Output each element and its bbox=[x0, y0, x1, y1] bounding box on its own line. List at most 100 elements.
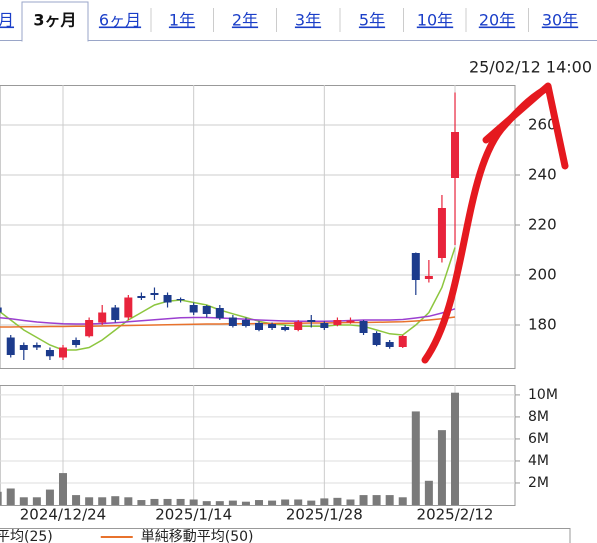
volume-bar bbox=[255, 500, 264, 505]
volume-bar bbox=[0, 491, 2, 505]
candle-body bbox=[111, 307, 120, 320]
volume-bar bbox=[281, 499, 290, 505]
tab[interactable]: 3ヶ月 bbox=[33, 11, 76, 30]
moving-average-line bbox=[0, 247, 456, 351]
candle-body bbox=[346, 320, 355, 323]
candle-body bbox=[45, 350, 54, 357]
selected-tab-box bbox=[21, 1, 89, 42]
candle-body bbox=[202, 306, 211, 314]
volume-bar bbox=[98, 497, 107, 505]
candle-body bbox=[85, 320, 94, 337]
candle-body bbox=[437, 208, 446, 258]
legend-label: 単純移動平均(50) bbox=[141, 529, 254, 543]
candle-body bbox=[32, 345, 41, 348]
y-tick-label: 2M bbox=[528, 475, 549, 491]
volume-bar bbox=[72, 495, 81, 505]
candle-body bbox=[294, 322, 303, 330]
candle-body bbox=[255, 323, 264, 330]
candle-body bbox=[150, 293, 159, 295]
tab[interactable]: 5年 bbox=[359, 11, 385, 30]
volume-bar bbox=[241, 501, 250, 505]
x-tick-label: 2024/12/24 bbox=[20, 506, 106, 524]
y-tick-label: 220 bbox=[528, 216, 557, 234]
volume-bar bbox=[150, 498, 159, 505]
volume-bar bbox=[307, 500, 316, 505]
candle-body bbox=[163, 295, 172, 303]
volume-bar bbox=[320, 498, 329, 505]
candle-body bbox=[268, 324, 277, 328]
candle-body bbox=[281, 327, 290, 330]
legend-label: 平均(25) bbox=[0, 529, 53, 543]
candle-body bbox=[98, 312, 107, 323]
timestamp: 25/02/12 14:00 bbox=[469, 58, 592, 77]
y-tick-label: 260 bbox=[528, 116, 557, 134]
candle-body bbox=[372, 333, 381, 345]
candle-body bbox=[0, 307, 2, 313]
volume-bar bbox=[372, 495, 381, 505]
candle-body bbox=[307, 320, 316, 322]
candle-body bbox=[320, 323, 329, 328]
volume-bar bbox=[294, 499, 303, 505]
arrow-head bbox=[482, 82, 569, 170]
candle-body bbox=[124, 297, 133, 318]
candle-body bbox=[72, 340, 81, 345]
volume-bar bbox=[215, 501, 224, 505]
volume-bar bbox=[124, 497, 133, 505]
tab[interactable]: 2年 bbox=[232, 11, 258, 30]
tab[interactable]: 10年 bbox=[417, 11, 453, 30]
volume-bar bbox=[268, 500, 277, 505]
volume-bar bbox=[111, 496, 120, 505]
volume-bar bbox=[437, 430, 446, 505]
volume-bar bbox=[32, 497, 41, 505]
volume-bar bbox=[398, 497, 407, 505]
tab[interactable]: 1年 bbox=[169, 11, 195, 30]
tab[interactable]: 6ヶ月 bbox=[99, 11, 141, 30]
candle-body bbox=[58, 347, 67, 358]
y-tick-label: 8M bbox=[528, 409, 549, 425]
tab[interactable]: 30年 bbox=[542, 11, 578, 30]
moving-average-line bbox=[0, 316, 456, 328]
volume-bar bbox=[411, 411, 420, 505]
volume-bar bbox=[333, 497, 342, 505]
x-tick-label: 2025/1/28 bbox=[286, 506, 363, 524]
candle-body bbox=[19, 345, 28, 350]
candle-body bbox=[137, 296, 146, 298]
volume-bar bbox=[163, 498, 172, 505]
x-tick-label: 2025/1/14 bbox=[155, 506, 232, 524]
y-tick-label: 180 bbox=[528, 316, 557, 334]
tab[interactable]: 20年 bbox=[479, 11, 515, 30]
candle-body bbox=[215, 308, 224, 318]
legend-box bbox=[0, 528, 571, 543]
volume-bar bbox=[85, 497, 94, 505]
tab[interactable]: 月 bbox=[0, 11, 14, 30]
volume-bar bbox=[45, 489, 54, 505]
volume-bar bbox=[6, 488, 15, 505]
price-frame bbox=[0, 85, 516, 369]
volume-bar bbox=[189, 499, 198, 505]
volume-bar bbox=[346, 499, 355, 505]
candle-body bbox=[451, 132, 460, 178]
red-annotation-arrow bbox=[421, 82, 569, 364]
tab[interactable]: 3年 bbox=[295, 11, 321, 30]
y-tick-label: 240 bbox=[528, 166, 557, 184]
y-tick-label: 6M bbox=[528, 431, 549, 447]
volume-bar bbox=[424, 480, 433, 505]
candle-body bbox=[424, 276, 433, 279]
volume-bar bbox=[19, 497, 28, 505]
volume-bar bbox=[228, 500, 237, 505]
candle-body bbox=[411, 253, 420, 280]
moving-average-line bbox=[0, 308, 456, 325]
volume-frame bbox=[0, 385, 516, 506]
chart-layer: 月 3ヶ月 6ヶ月 1年 2年 3年 5年 10年 20年 30年 180 200 220 240 260 2… bbox=[0, 1, 578, 543]
volume-bar bbox=[58, 473, 67, 505]
volume-bar bbox=[451, 392, 460, 505]
candle-body bbox=[228, 317, 237, 326]
y-tick-label: 4M bbox=[528, 453, 549, 469]
candle-body bbox=[359, 321, 368, 333]
candle-body bbox=[241, 320, 250, 326]
volume-bar bbox=[359, 495, 368, 505]
candle-body bbox=[6, 337, 15, 355]
